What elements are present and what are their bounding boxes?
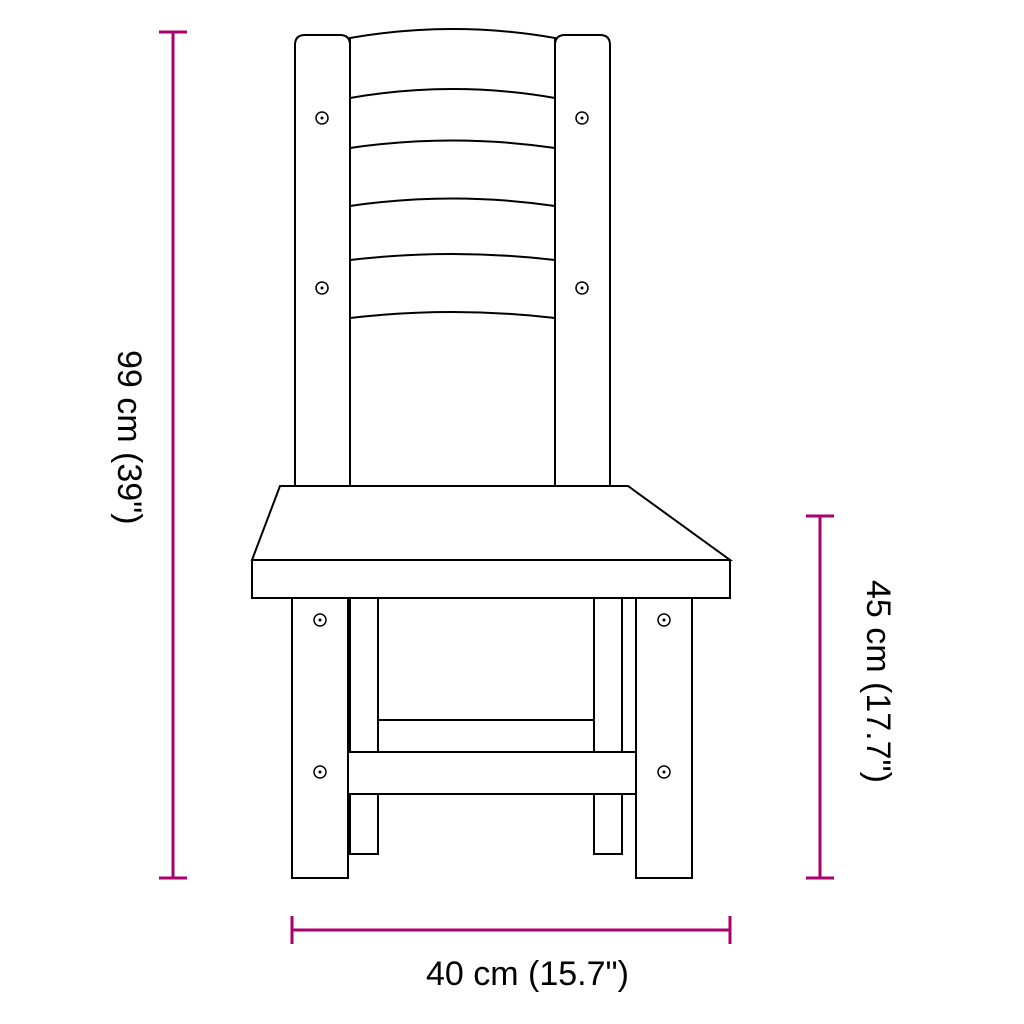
diagram-svg (0, 0, 1024, 1024)
height-seat-label: 45 cm (17.7") (858, 580, 897, 783)
height-total-label: 99 cm (39") (109, 350, 148, 525)
width-label: 40 cm (15.7") (426, 955, 629, 994)
diagram-container: { "dimensions": { "height_total": { "val… (0, 0, 1024, 1024)
